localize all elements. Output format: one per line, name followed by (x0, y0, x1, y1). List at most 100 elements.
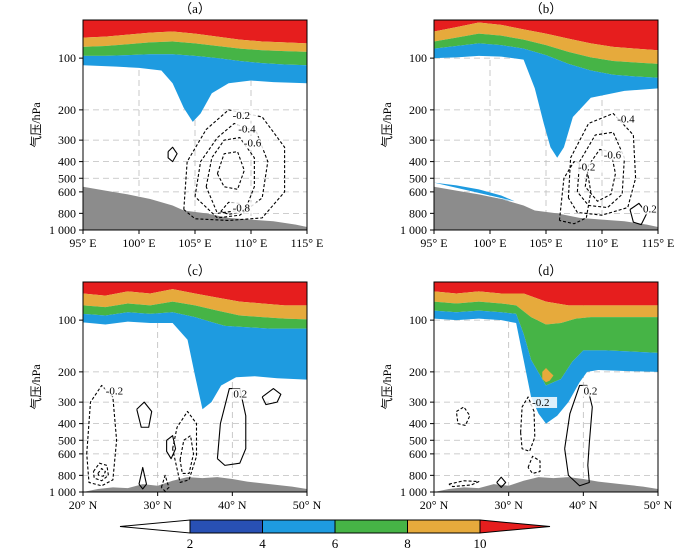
terrain (434, 186, 658, 230)
shaded-band-8 (83, 31, 307, 52)
panel-label: （a） (179, 1, 211, 16)
y-tick-label: 800 (58, 468, 76, 482)
contour-line (166, 435, 177, 460)
x-tick-label: 30° N (143, 498, 172, 512)
x-tick-label: 100° E (122, 236, 155, 250)
contour-line (261, 387, 282, 406)
shaded-band-8 (83, 289, 307, 320)
plot-frame (82, 281, 308, 493)
shaded-band-6 (434, 33, 658, 78)
x-tick-label: 100° E (473, 236, 506, 250)
contour-line (86, 384, 118, 487)
contour-line (179, 435, 195, 475)
y-tick-label: 400 (409, 417, 427, 431)
terrain (434, 477, 658, 492)
contour-line (97, 467, 106, 477)
contour-label: -0.6 (604, 149, 622, 161)
x-tick-label: 115° E (291, 236, 324, 250)
colorbar-tick-label: 4 (259, 536, 266, 549)
contour-label: -0.2 (578, 162, 595, 174)
x-tick-label: 115° E (642, 236, 675, 250)
contour-line (558, 161, 592, 225)
y-tick-label: 100 (58, 51, 76, 65)
shaded-band-6 (434, 301, 658, 386)
contour-line (455, 406, 471, 426)
contour-line (216, 387, 247, 466)
shaded-band-8 (434, 291, 658, 325)
y-tick-label: 500 (58, 171, 76, 185)
shaded-band-4 (434, 43, 658, 158)
y-tick-label: 500 (409, 433, 427, 447)
colorbar-segment (479, 519, 551, 534)
contour-label: 0.2 (643, 203, 657, 215)
contour-label: -0.2 (532, 397, 549, 409)
y-tick-label: 300 (58, 133, 76, 147)
contour-label: -0.2 (106, 385, 123, 397)
colorbar-segment (119, 519, 191, 534)
contour-line (136, 401, 153, 428)
x-tick-label: 50° N (293, 498, 322, 512)
y-tick-label: 100 (58, 313, 76, 327)
y-tick-label: 200 (58, 365, 76, 379)
y-tick-label: 500 (58, 433, 76, 447)
panel-label: （d） (530, 263, 563, 278)
y-tick-label: 800 (58, 206, 76, 220)
colorbar-segment (189, 519, 263, 534)
shaded-band-4 (83, 312, 307, 410)
x-tick-label: 110° E (586, 236, 619, 250)
shaded-band-10 (83, 282, 307, 306)
contour-label: -0.4 (238, 123, 256, 135)
x-tick-label: 110° E (235, 236, 268, 250)
y-tick-label: 400 (58, 155, 76, 169)
contour-line (92, 462, 109, 482)
shaded-band-10 (434, 282, 658, 306)
y-tick-label: 200 (409, 365, 427, 379)
y-tick-label: 1 000 (49, 485, 76, 499)
x-tick-label: 40° N (218, 498, 247, 512)
y-tick-label: 100 (409, 313, 427, 327)
contour-line (205, 137, 255, 214)
terrain (83, 477, 307, 492)
y-tick-label: 1 000 (400, 485, 427, 499)
y-tick-label: 600 (409, 185, 427, 199)
x-tick-label: 30° N (494, 498, 523, 512)
colorbar-tick-label: 6 (332, 536, 339, 549)
colorbar-tick-label: 8 (404, 536, 411, 549)
contour-line (448, 480, 480, 488)
panel-label: （c） (179, 263, 211, 278)
y-tick-label: 500 (409, 171, 427, 185)
contour-line (138, 466, 148, 490)
y-tick-label: 400 (409, 155, 427, 169)
y-axis-label: 气压/hPa (28, 102, 43, 148)
colorbar-tick-label: 2 (187, 536, 194, 549)
contour-label: -0.8 (233, 202, 251, 214)
shaded-band-8 (542, 368, 554, 383)
colorbar-tick-label: 10 (474, 536, 487, 549)
y-tick-label: 800 (409, 468, 427, 482)
y-axis-label: 气压/hPa (379, 102, 394, 148)
shaded-band-4 (434, 182, 515, 202)
shaded-band-10 (434, 20, 658, 51)
x-tick-label: 95° E (69, 236, 96, 250)
terrain (83, 186, 307, 230)
contour-label: -0.2 (233, 110, 250, 122)
contour-label: 0.2 (584, 385, 598, 397)
contour-line (167, 146, 178, 163)
contour-line (629, 202, 648, 226)
shaded-band-6 (83, 301, 307, 329)
colorbar: 2 4 6 8 10 (119, 519, 551, 549)
x-tick-label: 20° N (420, 498, 449, 512)
contour-label: 0.2 (233, 389, 247, 401)
contour-line (564, 384, 593, 487)
y-tick-label: 200 (58, 103, 76, 117)
y-tick-label: 100 (409, 51, 427, 65)
y-tick-label: 600 (58, 447, 76, 461)
shaded-band-4 (83, 54, 307, 122)
y-axis-label: 气压/hPa (28, 364, 43, 410)
y-tick-label: 1 000 (49, 223, 76, 237)
plot-frame (433, 281, 659, 493)
